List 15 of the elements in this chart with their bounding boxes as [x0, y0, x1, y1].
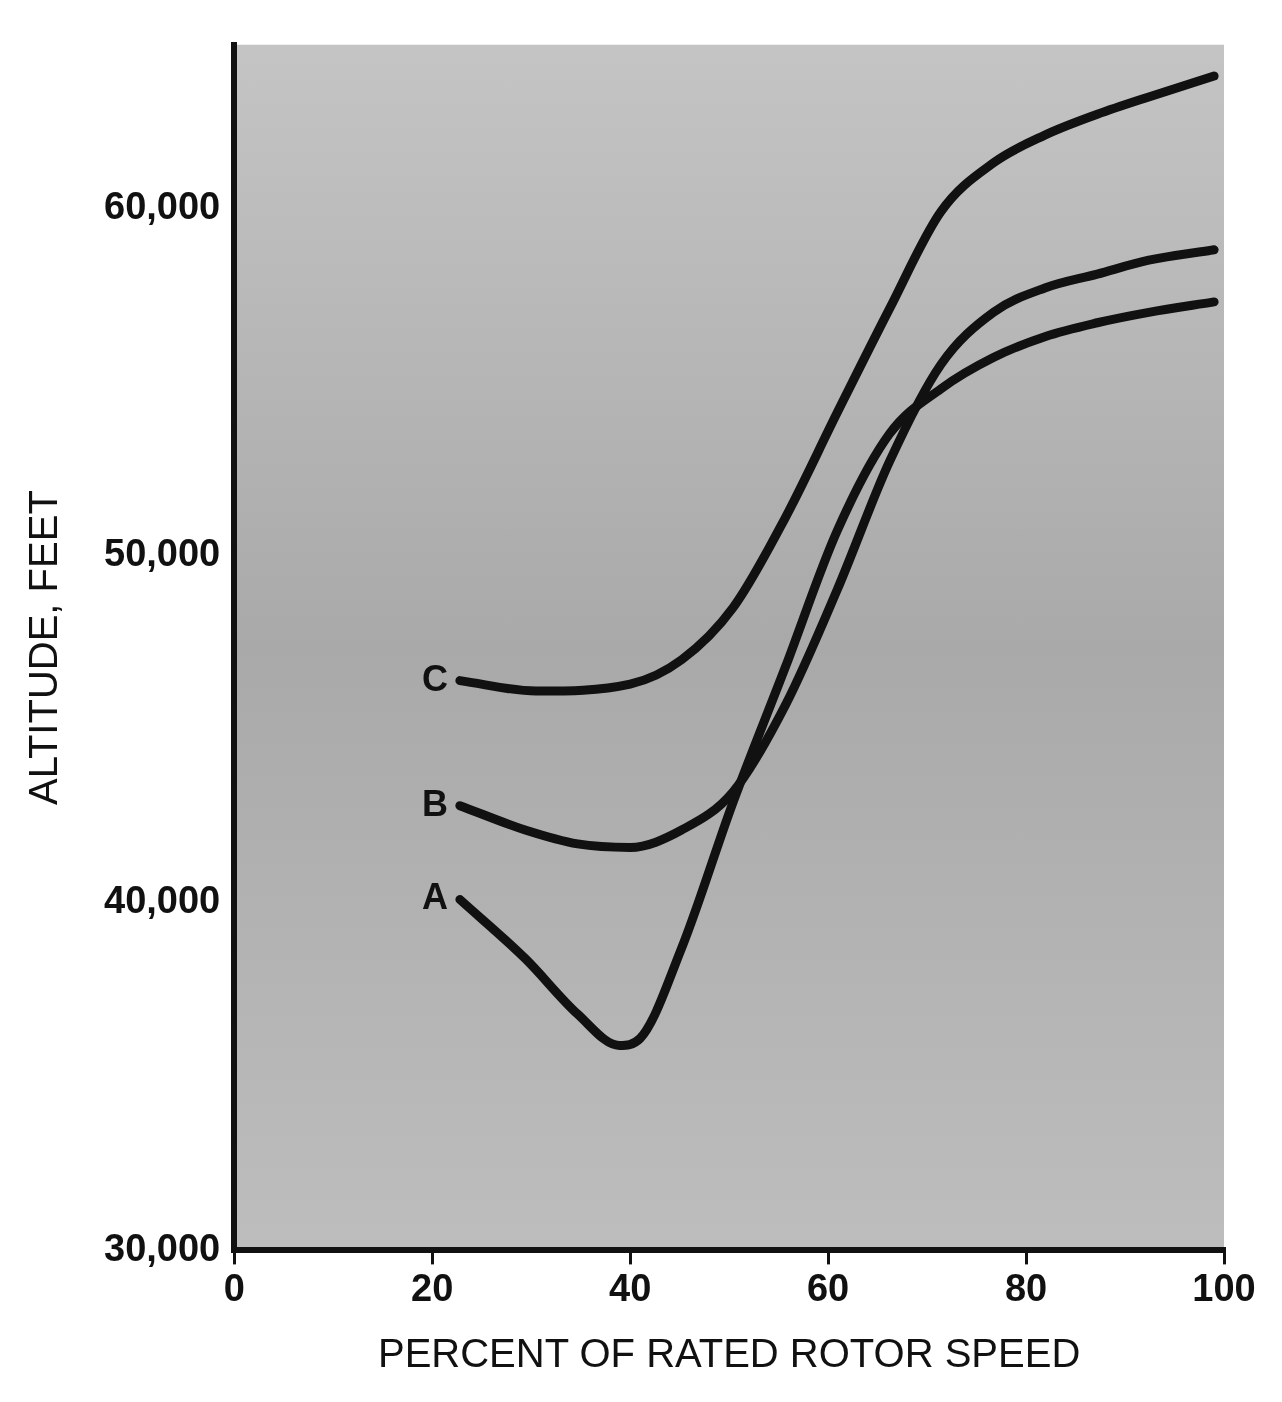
- series-label: C: [421, 657, 448, 699]
- series-label: A: [421, 876, 448, 918]
- x-tick-label: 60: [806, 1266, 850, 1309]
- y-tick-label: 50,000: [103, 532, 221, 575]
- y-tick-label: 60,000: [103, 184, 221, 227]
- y-tick-label: 40,000: [103, 879, 221, 922]
- series-label: B: [421, 782, 448, 824]
- x-tick-label: 80: [1004, 1266, 1048, 1309]
- y-tick-label: 30,000: [103, 1226, 221, 1269]
- x-tick-label: 0: [223, 1266, 245, 1309]
- x-axis-title: PERCENT OF RATED ROTOR SPEED: [377, 1331, 1081, 1376]
- x-tick-label: 100: [1192, 1266, 1256, 1309]
- x-tick-label: 20: [411, 1266, 454, 1309]
- y-axis-title: ALTITUDE, FEET: [21, 490, 66, 806]
- x-tick-label: 40: [609, 1266, 652, 1309]
